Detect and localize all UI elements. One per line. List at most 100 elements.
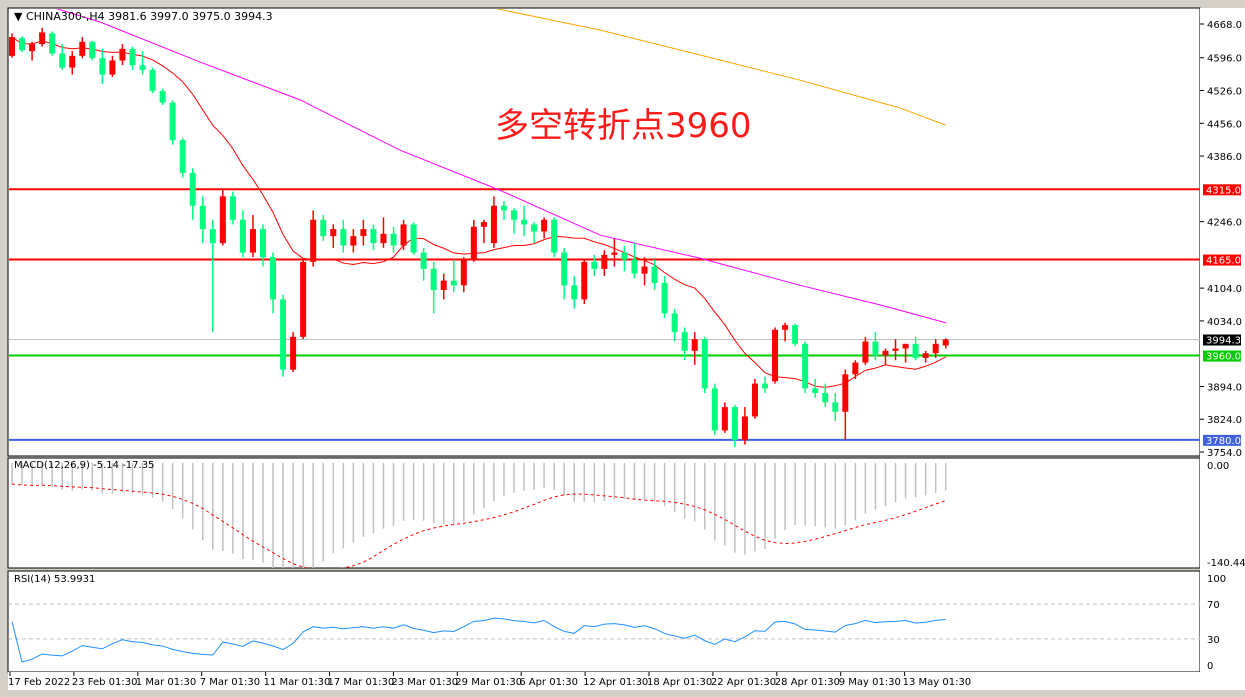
candle-body — [802, 343, 809, 389]
annotation-text: 多空转折点3960 — [495, 106, 752, 146]
candle-body — [751, 383, 758, 417]
main-panel — [7, 7, 1201, 457]
candle-body — [701, 339, 708, 389]
level-label-bg — [1203, 350, 1241, 362]
candle-body — [420, 252, 427, 269]
candle-body — [521, 219, 528, 225]
candle-body — [129, 48, 136, 66]
candle-body — [310, 219, 317, 262]
price-tick-label: 3754.0 — [1207, 448, 1242, 459]
time-label: 6 Apr 01:30 — [519, 677, 578, 688]
candle-body — [390, 233, 397, 246]
candle-body — [741, 416, 748, 440]
level-label: 3960.0 — [1206, 352, 1241, 363]
candle-body — [49, 33, 56, 54]
candle-body — [189, 172, 196, 206]
candle-body — [199, 205, 206, 230]
candle-body — [300, 261, 307, 337]
candle-body — [872, 341, 879, 356]
candle-body — [641, 266, 648, 274]
price-tick-label: 4246.0 — [1207, 218, 1242, 229]
macd-tick-label: 0.00 — [1207, 461, 1229, 472]
candle-body — [942, 339, 949, 346]
level-label-bg — [1203, 184, 1241, 196]
candle-body — [862, 341, 869, 363]
time-label: 29 Mar 01:30 — [455, 677, 522, 688]
candle-body — [902, 343, 909, 349]
level-label: 4165.0 — [1206, 256, 1241, 267]
candle-body — [169, 102, 176, 141]
candle-body — [440, 280, 447, 290]
candle-body — [159, 90, 166, 103]
candle-body — [480, 222, 487, 227]
rsi-tick-label: 70 — [1207, 600, 1220, 611]
candle-body — [601, 254, 608, 269]
time-label: 23 Mar 01:30 — [391, 677, 458, 688]
rsi-line — [11, 617, 946, 663]
candle-body — [651, 266, 658, 283]
candle-body — [119, 48, 126, 61]
macd-title: MACD(12,26,9) -5.14 -17.35 — [14, 460, 155, 471]
time-axis — [8, 672, 1200, 690]
price-tick-label: 4386.0 — [1207, 152, 1242, 163]
candle-body — [19, 38, 26, 51]
candle-body — [350, 236, 357, 246]
candle-body — [531, 224, 538, 232]
candle-body — [229, 196, 236, 220]
candle-body — [330, 229, 337, 237]
candle-body — [511, 210, 517, 220]
candle-body — [340, 229, 347, 246]
candle-body — [581, 261, 588, 300]
time-label: 22 Apr 01:30 — [711, 677, 776, 688]
ma-fast-line — [11, 36, 946, 388]
candle-body — [460, 259, 467, 286]
candle-body — [79, 41, 86, 56]
candle-body — [450, 280, 457, 286]
candle-body — [39, 32, 46, 45]
candle-body — [320, 219, 327, 237]
candle-body — [280, 299, 287, 370]
candle-body — [89, 41, 96, 59]
time-label: 9 May 01:30 — [839, 677, 901, 688]
candle-body — [410, 224, 417, 253]
level-label-bg — [1203, 334, 1241, 346]
candle-body — [400, 224, 407, 246]
candle-body — [782, 325, 789, 330]
candle-body — [470, 226, 477, 260]
time-label: 11 Mar 01:30 — [264, 677, 331, 688]
level-label: 4315.0 — [1206, 185, 1241, 196]
candle-body — [631, 259, 638, 274]
price-tick-label: 4456.0 — [1207, 119, 1242, 130]
price-tick-label: 4104.0 — [1207, 284, 1242, 295]
price-tick-label: 3824.0 — [1207, 415, 1242, 426]
rsi-tick-label: 30 — [1207, 635, 1220, 646]
candle-body — [822, 393, 829, 403]
candle-body — [772, 329, 779, 382]
candle-body — [490, 205, 497, 244]
candle-body — [139, 65, 146, 70]
candle-body — [882, 350, 889, 356]
ma-slow-line — [495, 9, 946, 126]
candle-body — [500, 205, 507, 211]
price-tick-label: 4596.0 — [1207, 54, 1242, 65]
dropdown-arrow-icon[interactable]: ▼ — [14, 10, 23, 23]
candle-body — [370, 229, 377, 244]
symbol-header: ▼ CHINA300-,H4 3981.6 3997.0 3975.0 3994… — [14, 10, 273, 23]
candle-body — [591, 261, 598, 269]
level-label-bg — [1203, 434, 1241, 446]
main-plot — [9, 9, 1200, 447]
rsi-tick-label: 100 — [1207, 574, 1226, 585]
symbol-ohlc-text: CHINA300-,H4 3981.6 3997.0 3975.0 3994.3 — [25, 10, 273, 23]
candle-body — [832, 402, 839, 412]
price-tick-label: 4668.0 — [1207, 20, 1242, 31]
candle-body — [99, 58, 106, 75]
candle-body — [69, 55, 76, 68]
candle-body — [380, 233, 387, 244]
candle-body — [731, 407, 738, 440]
candle-body — [561, 252, 568, 286]
candle-body — [671, 313, 678, 333]
time-label: 28 Apr 01:30 — [775, 677, 840, 688]
candle-body — [661, 282, 668, 314]
candle-body — [611, 252, 618, 255]
